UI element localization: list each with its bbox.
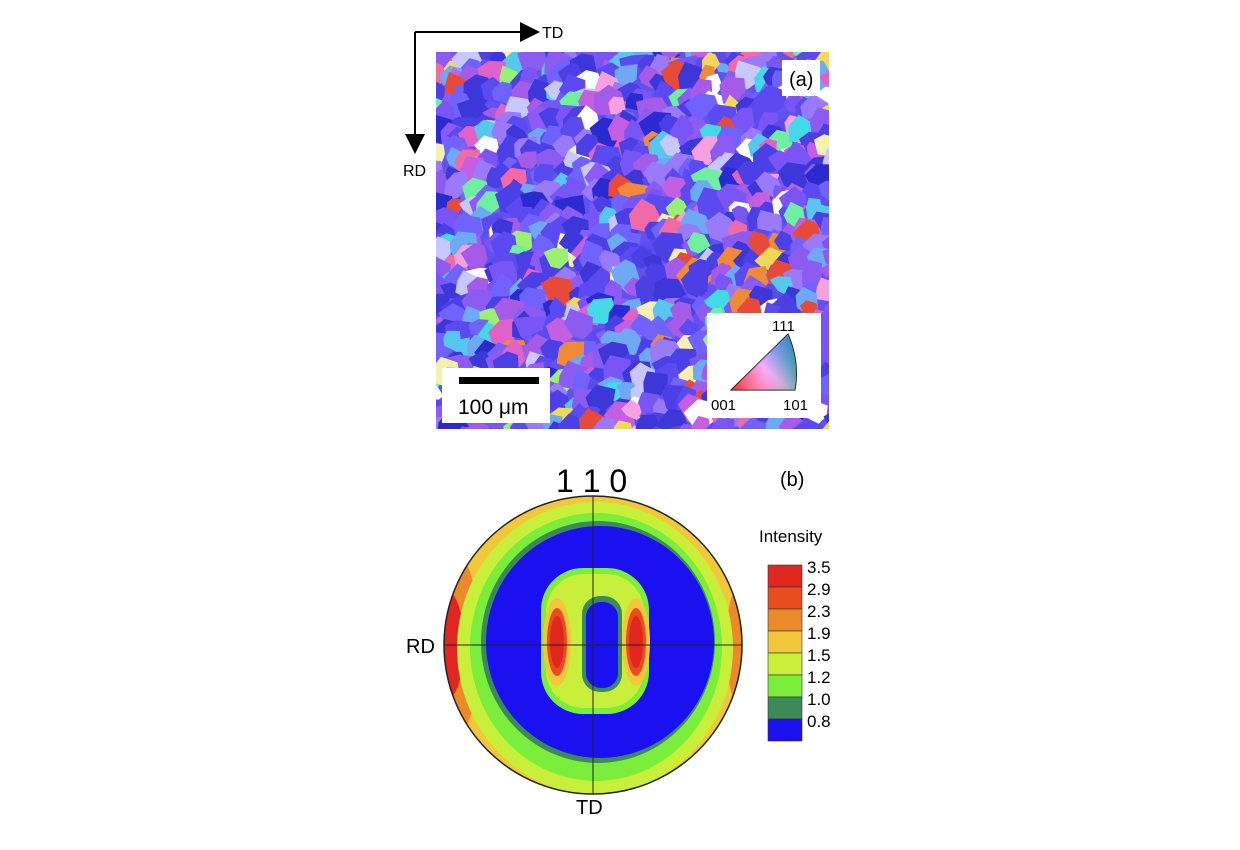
grain <box>516 151 538 169</box>
grain <box>792 418 823 429</box>
grain <box>608 96 626 115</box>
legend-level-label: 1.0 <box>807 690 831 709</box>
legend-level-label: 0.8 <box>807 712 831 731</box>
scale-bar: 100 μm <box>442 368 550 423</box>
legend-swatch <box>767 630 803 654</box>
legend-swatch <box>767 696 803 720</box>
ipf-label-001: 001 <box>711 397 736 414</box>
grain <box>738 418 766 429</box>
grain <box>436 386 444 402</box>
grain <box>592 417 619 429</box>
intensity-legend: 3.5 2.9 2.3 1.9 1.5 1.2 1.0 0.8 <box>767 558 831 742</box>
legend-swatch <box>767 674 803 698</box>
grain <box>464 421 493 429</box>
grain <box>614 64 638 87</box>
panel-a-label: (a) <box>789 69 813 91</box>
legend-level-label: 2.9 <box>807 580 831 599</box>
grain <box>773 230 795 251</box>
pole-figure-title: 1 1 0 <box>556 463 627 499</box>
grain <box>540 339 567 361</box>
ipf-label-111: 111 <box>772 318 795 335</box>
scale-bar-line <box>459 377 539 384</box>
grain <box>778 186 807 212</box>
legend-title: Intensity <box>759 527 823 546</box>
legend-level-label: 1.9 <box>807 624 831 643</box>
scale-bar-label: 100 μm <box>458 396 528 419</box>
td-axis-label: TD <box>542 25 563 42</box>
grain <box>621 399 642 421</box>
grain <box>517 52 546 73</box>
grain <box>459 426 473 429</box>
grain <box>585 384 616 412</box>
grain <box>801 259 823 286</box>
grain <box>818 180 829 201</box>
grain <box>564 308 593 340</box>
grain <box>460 243 488 274</box>
grain <box>488 318 516 347</box>
rd-axis-label: RD <box>403 163 426 180</box>
grain <box>635 414 661 429</box>
grain <box>579 239 605 271</box>
grain <box>819 264 829 278</box>
grain <box>643 371 668 397</box>
grain <box>710 418 735 429</box>
grain <box>533 163 554 186</box>
legend-level-label: 1.5 <box>807 646 831 665</box>
grain <box>659 134 682 157</box>
grain <box>491 81 513 104</box>
pole-figure <box>444 496 742 794</box>
grain <box>822 421 829 429</box>
legend-level-label: 3.5 <box>807 558 831 577</box>
legend-swatch <box>767 564 803 588</box>
legend-swatch <box>767 718 803 742</box>
grain <box>719 76 747 104</box>
panel-b-label: (b) <box>780 469 804 491</box>
grain <box>678 61 705 92</box>
grain <box>731 107 755 132</box>
grain <box>658 408 689 429</box>
inner-ring-left-3-5 <box>550 616 564 668</box>
ipf-key: 111 001 101 <box>707 313 821 418</box>
grain <box>680 268 709 299</box>
ipf-label-101: 101 <box>783 397 808 414</box>
grain <box>822 248 829 265</box>
grain <box>651 426 663 429</box>
grain <box>613 420 633 429</box>
panel-b: 1 1 0 (b) RD TD I <box>406 463 831 819</box>
pole-rd-label: RD <box>406 636 435 658</box>
legend-level-label: 1.2 <box>807 668 831 687</box>
panel-a: TD RD (a) 100 μm 111 001 101 <box>403 22 829 429</box>
grain <box>543 247 569 269</box>
grain <box>814 134 829 156</box>
grain <box>634 275 660 304</box>
legend-swatch <box>767 586 803 610</box>
grain <box>777 162 813 194</box>
grain <box>731 205 752 227</box>
legend-swatch <box>767 608 803 632</box>
grain <box>691 415 710 429</box>
grain <box>623 118 643 142</box>
pole-td-label: TD <box>576 797 603 819</box>
grain <box>474 135 500 155</box>
legend-swatch <box>767 652 803 676</box>
inner-ring-right-3-5 <box>629 616 643 668</box>
grain <box>679 423 695 429</box>
grain <box>687 232 711 254</box>
legend-level-label: 2.3 <box>807 602 831 621</box>
grain <box>815 277 829 302</box>
panel-a-label-box <box>782 60 820 96</box>
grain <box>753 84 787 116</box>
ipf-triangle-overlay <box>731 334 797 390</box>
